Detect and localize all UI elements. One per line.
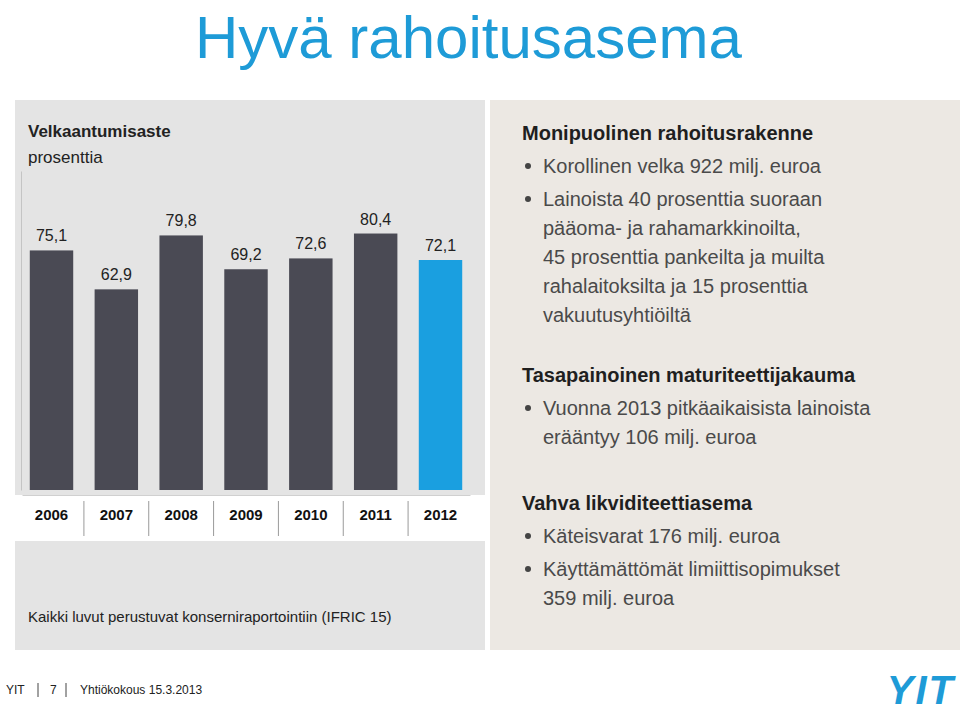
x-tick: 2007 — [100, 506, 133, 523]
data-label: 62,9 — [101, 266, 132, 283]
x-tick-label: 2011 — [359, 506, 392, 523]
bullet — [525, 533, 531, 539]
bars — [30, 234, 462, 490]
x-tick: 2012 — [424, 506, 457, 523]
x-axis: 2006 2007 2008 2009 2010 2011 2012 — [23, 496, 471, 523]
footer-text: YIT — [6, 683, 25, 697]
data-label: 72,6 — [295, 235, 326, 252]
bullet-text: Vuonna 2013 pitkäaikaisista lainoista — [543, 397, 871, 419]
text-panel — [490, 100, 960, 650]
bullet — [525, 163, 531, 169]
chart-title: Velkaantumisaste — [28, 122, 171, 141]
section-heading: Vahva likviditeettiasema — [522, 492, 753, 514]
year-separator — [408, 501, 409, 536]
chart-note: Kaikki luvut perustuvat konserniraportoi… — [28, 608, 392, 625]
bullet — [525, 196, 531, 202]
year-separator — [148, 501, 149, 536]
bullet-text: erääntyy 106 milj. euroa — [543, 426, 757, 448]
x-tick: 2010 — [294, 506, 327, 523]
bar — [354, 234, 397, 490]
x-tick-label: 2012 — [424, 506, 457, 523]
year-band — [15, 495, 485, 541]
logo: YIT — [887, 668, 957, 707]
y-axis-line — [21, 172, 22, 491]
x-tick: 2011 — [359, 506, 392, 523]
x-tick-label: 2009 — [229, 506, 262, 523]
bullet-text: 45 prosenttia pankeilta ja muilta — [543, 246, 825, 268]
data-label: 69,2 — [230, 246, 261, 263]
chart-panel — [15, 100, 485, 650]
bar — [289, 258, 332, 490]
bullet-text: Lainoista 40 prosenttia suoraan — [543, 188, 822, 210]
section-heading: Tasapainoinen maturiteettijakauma — [522, 364, 856, 386]
bar — [30, 250, 73, 490]
bullet-text: 359 milj. euroa — [543, 587, 675, 609]
x-tick-label: 2006 — [35, 506, 68, 523]
text-sections: Monipuolinen rahoitusrakenne Korollinen v… — [522, 122, 871, 609]
x-tick: 2009 — [229, 506, 262, 523]
section-heading: Monipuolinen rahoitusrakenne — [522, 122, 813, 144]
year-separator — [278, 501, 279, 536]
year-separator — [83, 501, 84, 536]
footer-text: 7 — [50, 683, 57, 697]
bullet-text: rahalaitoksilta ja 15 prosenttia — [543, 275, 808, 297]
data-label: 79,8 — [166, 212, 197, 229]
bullet — [525, 405, 531, 411]
x-axis-line — [23, 495, 471, 496]
bullet — [525, 566, 531, 572]
bullet-text: vakuutusyhtiöiltä — [543, 304, 692, 326]
data-label: 80,4 — [360, 211, 391, 228]
y-axis — [21, 172, 22, 491]
x-tick-label: 2007 — [100, 506, 133, 523]
bullet-text: Korollinen velka 922 milj. euroa — [543, 155, 822, 177]
x-tick: 2006 — [35, 506, 68, 523]
data-labels: 75,1 62,9 79,8 69,2 72,6 80,4 72,1 — [36, 211, 456, 284]
x-tick: 2008 — [164, 506, 197, 523]
year-separator — [343, 501, 344, 536]
bar — [95, 289, 138, 490]
bar — [419, 260, 462, 490]
chart-subtitle: prosenttia — [28, 148, 103, 167]
year-separators — [84, 501, 408, 536]
footer: YIT 7 Yhtiökokous 15.3.2013 — [6, 683, 202, 697]
slide: Hyvä rahoitusasema Velkaantumisaste prosen… — [0, 0, 960, 707]
data-label: 75,1 — [36, 227, 67, 244]
data-label: 72,1 — [425, 237, 456, 254]
bullet-text: Käteisvarat 176 milj. euroa — [543, 525, 781, 547]
bullet-text: Käyttämättömät limiittisopimukset — [543, 558, 840, 580]
footer-separator — [66, 683, 67, 697]
x-tick-label: 2010 — [294, 506, 327, 523]
bullet-text: pääoma- ja rahamarkkinoilta, — [543, 217, 801, 239]
bar — [224, 269, 267, 490]
footer-text: Yhtiökokous 15.3.2013 — [80, 683, 202, 697]
slide-title: Hyvä rahoitusasema — [195, 4, 743, 71]
year-separator — [213, 501, 214, 536]
bar — [159, 235, 202, 490]
x-tick-label: 2008 — [164, 506, 197, 523]
footer-separator — [38, 683, 39, 697]
